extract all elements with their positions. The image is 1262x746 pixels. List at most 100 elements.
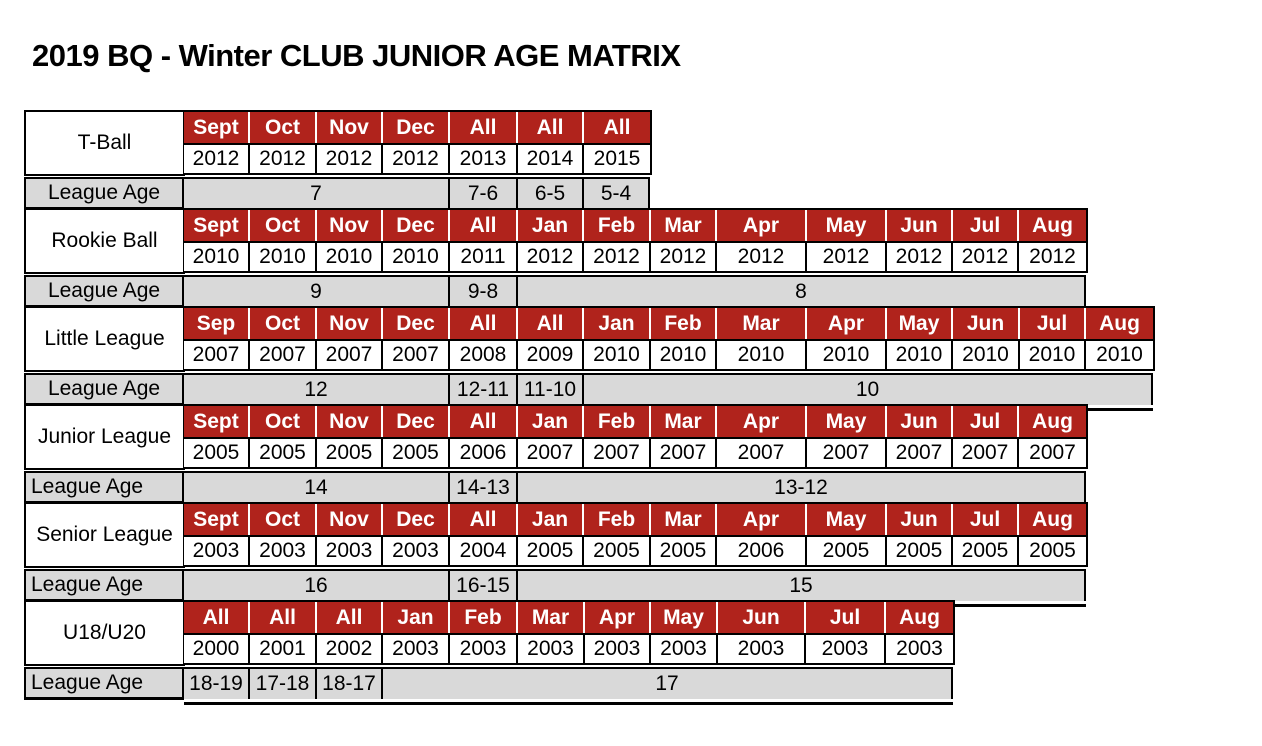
month-cell: Oct [250,210,317,242]
month-cell: Aug [1086,308,1153,340]
month-cell: Dec [383,112,450,144]
month-cell: All [317,602,383,634]
year-cell: 2003 [383,633,450,665]
month-cell: Mar [651,406,717,438]
month-cell: Jul [1020,308,1086,340]
league-age-label: League Age [24,373,184,406]
league-age-cell: 11-10 [518,375,584,405]
year-cell: 2010 [807,339,887,371]
year-row: 2005 2005 2005 2005 2006 2007 2007 2007 2007 2007… [184,437,1088,469]
month-cell: Feb [584,406,651,438]
year-cell: 2007 [383,339,450,371]
year-cell: 2008 [450,339,518,371]
year-cell: 2005 [887,535,953,567]
year-cell: 2012 [518,241,584,273]
year-cell: 2007 [651,437,717,469]
month-cell: Jul [953,406,1019,438]
league-age-cell: 18-19 [184,669,250,699]
year-cell: 2010 [1086,339,1153,371]
year-cell: 2012 [807,241,887,273]
month-cell: May [887,308,953,340]
year-cell: 2007 [250,339,317,371]
year-cell: 2005 [184,437,250,469]
league-age-cell: 6-5 [518,179,584,209]
month-cell: Nov [317,112,383,144]
league-age-cell: 9-8 [450,277,518,307]
month-cell: All [450,504,518,536]
year-cell: 2002 [317,633,383,665]
month-cell: Nov [317,210,383,242]
league-age-label: League Age [24,471,184,504]
month-cell: Jan [584,308,651,340]
year-cell: 2012 [250,143,317,175]
month-cell: May [807,210,887,242]
month-cell: Feb [450,602,518,634]
month-header-row: All All All Jan Feb Mar Apr May Jun Jul Aug [184,600,955,634]
year-cell: 2012 [1019,241,1086,273]
year-row: 2010 2010 2010 2010 2011 2012 2012 2012 2012 2012… [184,241,1088,273]
month-cell: Oct [250,112,317,144]
league-age-cell: 17 [383,669,953,699]
month-cell: Mar [518,602,585,634]
month-cell: All [450,210,518,242]
year-cell: 2005 [317,437,383,469]
month-cell: Mar [651,504,717,536]
year-cell: 2003 [651,633,718,665]
year-cell: 2013 [450,143,518,175]
year-cell: 2007 [717,437,807,469]
league-age-cell: 15 [518,571,1086,601]
month-cell: Oct [250,406,317,438]
year-cell: 2005 [807,535,887,567]
division-name: Senior League [24,502,185,568]
year-cell: 2012 [887,241,953,273]
league-age-cell: 17-18 [250,669,317,699]
year-cell: 2010 [184,241,250,273]
year-cell: 2005 [584,535,651,567]
month-cell: All [584,112,650,144]
month-cell: All [450,308,518,340]
year-cell: 2003 [806,633,886,665]
league-age-cell: 13-12 [518,473,1086,503]
league-age-cell: 14 [184,473,450,503]
month-header-row: Sept Oct Nov Dec All Jan Feb Mar Apr May Jun Jul Aug [184,208,1088,242]
year-cell: 2005 [518,535,584,567]
month-cell: All [518,112,584,144]
league-age-cell: 12 [184,375,450,405]
year-cell: 2012 [184,143,250,175]
year-cell: 2014 [518,143,584,175]
month-cell: All [518,308,584,340]
year-cell: 2007 [887,437,953,469]
league-age-label: League Age [24,569,184,602]
month-cell: Jun [887,504,953,536]
month-cell: Jul [953,210,1019,242]
league-age-label: League Age [24,275,184,308]
year-cell: 2012 [584,241,651,273]
year-cell: 2000 [184,633,250,665]
year-cell: 2003 [585,633,651,665]
year-cell: 2012 [317,143,383,175]
year-cell: 2007 [1019,437,1086,469]
month-cell: Dec [383,308,450,340]
month-header-row: Sept Oct Nov Dec All Jan Feb Mar Apr May Jun Jul Aug [184,502,1088,536]
year-cell: 2007 [184,339,250,371]
month-cell: Apr [585,602,651,634]
year-cell: 2005 [651,535,717,567]
year-cell: 2010 [383,241,450,273]
month-cell: Aug [886,602,953,634]
year-cell: 2007 [317,339,383,371]
month-cell: Feb [584,210,651,242]
year-cell: 2012 [383,143,450,175]
month-cell: Dec [383,210,450,242]
month-cell: Aug [1019,210,1086,242]
month-cell: Jun [953,308,1020,340]
year-row: 2012 2012 2012 2012 2013 2014 2015 [184,143,652,175]
month-header-row: Sep Oct Nov Dec All All Jan Feb Mar Apr May Jun Jul A… [184,306,1155,340]
month-cell: Nov [317,406,383,438]
month-cell: Aug [1019,504,1086,536]
year-cell: 2005 [953,535,1019,567]
league-age-cell: 9 [184,277,450,307]
league-age-cell: 8 [518,277,1086,307]
year-cell: 2010 [1020,339,1086,371]
month-cell: Jan [518,406,584,438]
league-age-row: 16 16-15 15 [184,569,1086,607]
